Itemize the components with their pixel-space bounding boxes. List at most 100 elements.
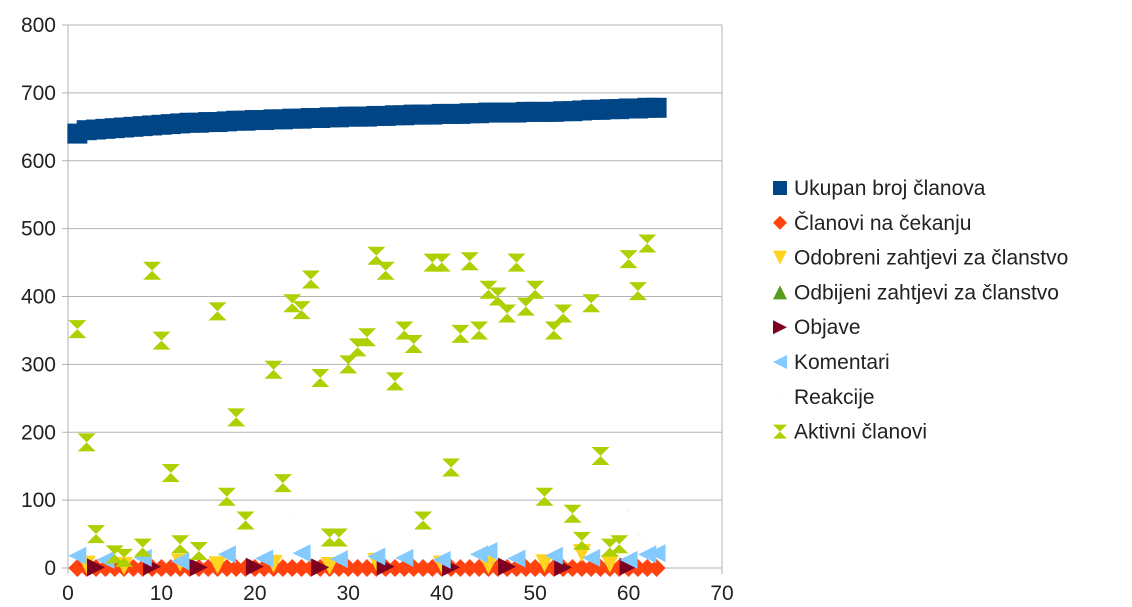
data-point — [498, 304, 517, 323]
data-point — [320, 550, 339, 569]
legend-label: Odbijeni zahtjevi za članstvo — [794, 281, 1059, 304]
legend-item: Članovi na čekanju — [773, 212, 971, 235]
data-point — [245, 542, 264, 561]
data-point — [638, 518, 657, 537]
data-point — [292, 301, 311, 320]
data-point — [292, 544, 311, 563]
data-point — [460, 252, 479, 271]
x-tick-label: 0 — [62, 582, 74, 605]
data-point — [638, 559, 657, 577]
y-tick-label: 0 — [44, 557, 56, 580]
data-point — [292, 525, 311, 544]
data-point — [217, 545, 236, 564]
data-point — [451, 324, 470, 343]
data-point — [96, 550, 115, 569]
legend: Ukupan broj članova Članovi na čekanju Odo… — [773, 177, 1068, 444]
data-point — [414, 559, 433, 577]
data-point — [600, 554, 619, 573]
data-point — [432, 550, 451, 569]
data-point — [600, 538, 619, 557]
data-point — [535, 554, 554, 573]
y-tick-label: 600 — [21, 150, 56, 173]
data-point — [329, 528, 348, 547]
legend-marker-icon — [773, 215, 787, 230]
x-tick-label: 40 — [430, 582, 453, 605]
data-point — [554, 558, 573, 577]
data-point — [460, 559, 479, 577]
legend-marker-icon — [773, 320, 787, 335]
data-point — [87, 525, 106, 544]
data-point — [591, 545, 610, 564]
series-7 — [68, 234, 657, 567]
data-point — [357, 531, 376, 550]
data-point — [479, 531, 498, 550]
data-point — [77, 433, 96, 452]
data-point — [208, 556, 227, 575]
data-point — [470, 321, 489, 340]
data-point — [507, 253, 526, 272]
data-point — [498, 557, 517, 576]
data-point — [301, 270, 320, 289]
data-point — [563, 559, 582, 577]
x-tick-label: 20 — [243, 582, 266, 605]
legend-label: Članovi na čekanju — [794, 212, 971, 235]
legend-marker-icon — [773, 181, 787, 195]
data-point — [414, 511, 433, 530]
data-point — [152, 559, 171, 577]
data-point — [442, 542, 461, 561]
data-point — [283, 506, 302, 525]
data-point — [348, 559, 367, 577]
y-tick-label: 800 — [21, 14, 56, 37]
data-point — [563, 542, 582, 561]
data-point — [264, 360, 283, 379]
data-point — [516, 538, 535, 557]
legend-marker-icon — [773, 389, 787, 404]
data-point — [133, 538, 152, 557]
data-point — [189, 542, 208, 561]
legend-label: Ukupan broj članova — [794, 177, 986, 200]
axes: 0 100 200 300 400 500 600 700 800 0 10 20 30 40 50 60 70 — [21, 14, 734, 605]
data-point — [591, 447, 610, 466]
data-point — [432, 491, 451, 510]
data-point — [638, 545, 657, 564]
data-point — [152, 531, 171, 550]
data-point — [498, 531, 517, 550]
data-point — [488, 535, 507, 554]
y-tick-label: 700 — [21, 82, 56, 105]
data-point — [320, 528, 339, 547]
data-point — [376, 261, 395, 280]
data-point — [395, 548, 414, 567]
data-point — [339, 545, 358, 564]
y-tick-label: 100 — [21, 489, 56, 512]
data-point — [544, 535, 563, 554]
plot-area — [67, 97, 667, 577]
data-point — [320, 556, 339, 575]
data-point — [217, 487, 236, 506]
data-point — [77, 518, 96, 537]
x-tick-label: 70 — [710, 582, 733, 605]
data-point — [292, 559, 311, 577]
data-point — [470, 538, 489, 557]
series-5 — [68, 542, 666, 571]
legend-label: Odobreni zahtjevi za članstvo — [794, 247, 1068, 270]
data-point — [647, 559, 666, 577]
data-point — [357, 328, 376, 347]
data-point — [414, 548, 433, 567]
data-point — [161, 463, 180, 482]
data-point — [283, 294, 302, 313]
data-point — [432, 253, 451, 272]
legend-item: Odobreni zahtjevi za članstvo — [773, 247, 1068, 270]
x-tick-label: 10 — [150, 582, 173, 605]
legend-item: Objave — [773, 316, 861, 339]
data-point — [171, 552, 190, 571]
data-point — [245, 557, 264, 576]
y-tick-label: 500 — [21, 218, 56, 241]
data-point — [619, 501, 638, 520]
data-point — [451, 538, 470, 557]
legend-label: Komentari — [794, 351, 890, 374]
data-point — [152, 331, 171, 350]
data-point — [348, 542, 367, 561]
x-tick-label: 50 — [523, 582, 546, 605]
data-point — [227, 516, 246, 535]
